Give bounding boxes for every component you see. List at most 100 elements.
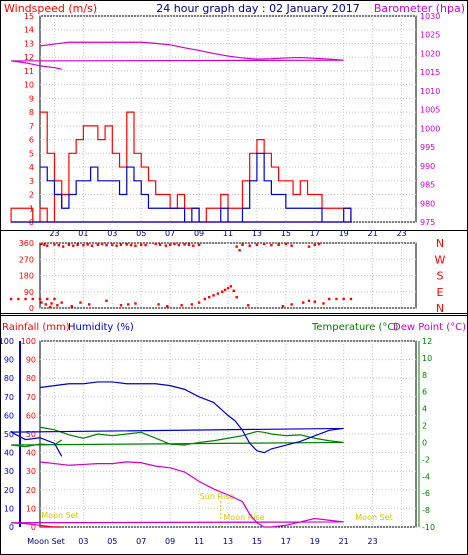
baro-tick: 1000 xyxy=(420,124,440,133)
x-tick-moon: Moon Set xyxy=(27,537,64,546)
temp-tick: 12 xyxy=(422,337,432,346)
dir-point xyxy=(79,301,82,304)
dir-point xyxy=(86,243,89,246)
dir-point xyxy=(322,302,325,305)
x-tick: 15 xyxy=(252,537,262,546)
dir-point xyxy=(277,243,280,247)
astro-annotation: Moon Set xyxy=(41,511,78,520)
dir-point xyxy=(24,297,27,301)
x-tick: 07 xyxy=(165,229,175,238)
humidity-tick: 40 xyxy=(4,449,14,458)
temp-tick: -2 xyxy=(422,455,430,464)
wind-tick: 6 xyxy=(29,136,34,145)
temp-tick: -6 xyxy=(422,489,430,498)
dir-point xyxy=(96,243,100,247)
dir-point xyxy=(119,243,123,247)
temp-tick: -4 xyxy=(422,472,430,481)
wind-tick: 2 xyxy=(29,191,34,200)
dir-point xyxy=(232,289,235,293)
humidity-tick: 30 xyxy=(4,467,14,476)
humidity-tick: 70 xyxy=(4,393,14,402)
baro-tick: 1010 xyxy=(420,87,440,96)
baro-tick: 1030 xyxy=(420,12,440,21)
temp-tick: 2 xyxy=(422,422,427,431)
rain-tick: 0 xyxy=(31,523,36,532)
dir-point xyxy=(223,288,227,292)
wind-label: Windspeed (m/s) xyxy=(4,2,97,15)
dir-point xyxy=(87,303,91,306)
dir-point xyxy=(105,299,108,302)
humidity-tick: 80 xyxy=(4,374,14,383)
dir-point xyxy=(313,300,316,303)
baro-label: Barometer (hpa) xyxy=(374,2,465,15)
dir-point xyxy=(53,243,56,246)
x-tick: 07 xyxy=(136,537,146,546)
dir-point xyxy=(208,295,211,299)
temp-tick: 6 xyxy=(422,388,427,397)
dir-point xyxy=(302,301,305,304)
dir-point xyxy=(119,304,123,307)
temp-tick: 4 xyxy=(422,405,427,414)
dir-point xyxy=(307,245,311,248)
dir-point xyxy=(197,243,201,247)
dir-point xyxy=(134,302,137,305)
dir-tick: 90 xyxy=(24,288,34,297)
wind-tick: 9 xyxy=(29,94,34,103)
dir-point xyxy=(235,245,238,248)
dir-point xyxy=(284,242,288,246)
x-tick: 05 xyxy=(136,229,146,238)
dir-point xyxy=(216,292,220,295)
dir-tick: 0 xyxy=(29,304,34,313)
dir-point xyxy=(50,302,53,305)
dir-point xyxy=(67,243,71,247)
dir-point xyxy=(105,243,108,247)
dir-point xyxy=(40,242,43,246)
rain-tick: 10 xyxy=(26,504,36,513)
dir-point xyxy=(76,243,79,247)
x-tick: 15 xyxy=(281,229,291,238)
compass-letter: S xyxy=(437,270,444,283)
dir-point xyxy=(262,242,266,246)
dir-point xyxy=(46,297,49,301)
x-tick: 03 xyxy=(78,537,88,546)
dew-label: Dew Point (°C) xyxy=(393,322,466,333)
dir-point xyxy=(48,305,52,309)
dir-point xyxy=(317,242,321,246)
wind-tick: 3 xyxy=(29,177,34,186)
dir-point xyxy=(44,303,47,306)
astro-annotation: Moon Set xyxy=(355,513,392,522)
dir-point xyxy=(183,243,186,246)
dir-point xyxy=(307,299,311,302)
dir-point xyxy=(212,294,215,297)
wind-tick: 8 xyxy=(29,108,34,117)
dir-point xyxy=(56,304,59,307)
wind-tick: 11 xyxy=(24,67,34,76)
rain-tick: 70 xyxy=(26,393,36,402)
temp-tick: 0 xyxy=(422,438,427,447)
dir-point xyxy=(190,303,194,306)
dir-point xyxy=(70,304,74,308)
dir-point xyxy=(57,243,60,247)
dir-point xyxy=(125,243,128,246)
dir-point xyxy=(111,243,114,247)
dir-point xyxy=(166,304,169,308)
dir-point xyxy=(134,244,137,247)
dir-point xyxy=(247,304,250,307)
baro-tick: 990 xyxy=(420,162,435,171)
dir-point xyxy=(72,244,75,247)
dir-point xyxy=(100,242,104,246)
humidity-tick: 20 xyxy=(4,486,14,495)
rain-tick: 20 xyxy=(26,486,36,495)
gust-line xyxy=(11,152,352,223)
dir-point xyxy=(140,243,143,247)
dir-point xyxy=(90,244,94,247)
x-tick: 03 xyxy=(107,229,117,238)
dir-point xyxy=(313,243,316,247)
compass-letter: W xyxy=(435,253,446,266)
rain-tick: 30 xyxy=(26,467,36,476)
baro-tick: 995 xyxy=(420,143,435,152)
temp-tick: -8 xyxy=(422,506,430,515)
